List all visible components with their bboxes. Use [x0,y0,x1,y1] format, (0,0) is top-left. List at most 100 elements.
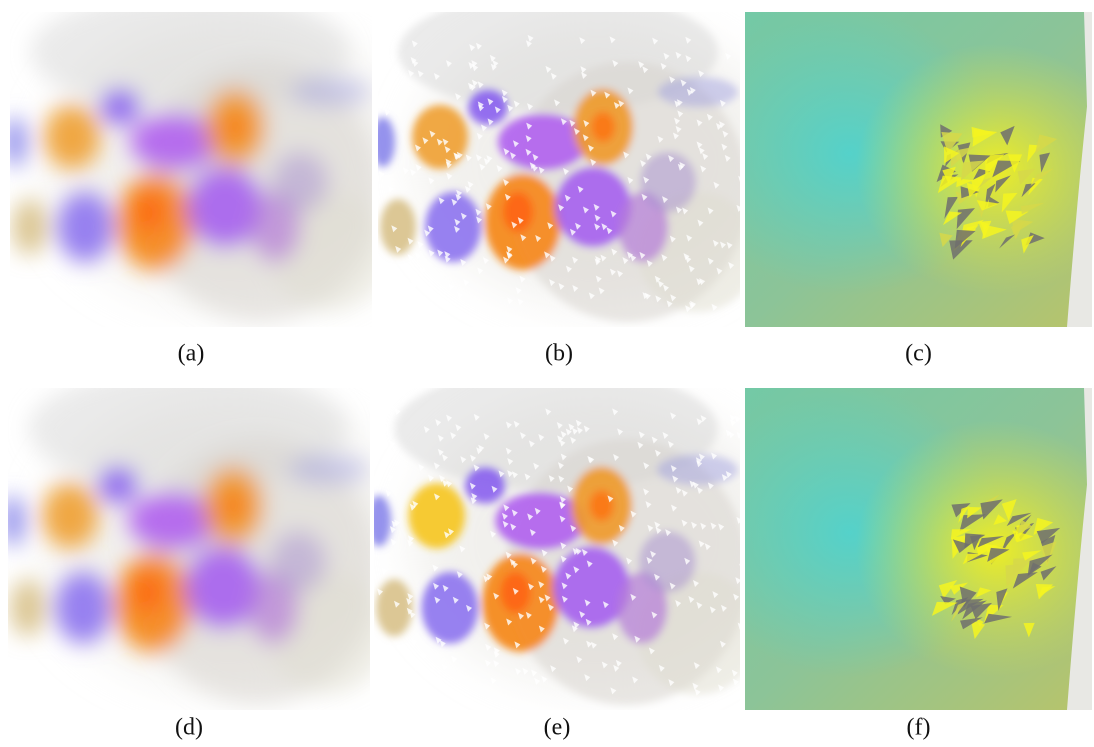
fragment [419,300,425,307]
fragment [485,660,491,667]
fragment [507,297,513,304]
feature-blob [591,112,615,142]
fragment [463,279,469,286]
caption: (c) [905,341,932,367]
feature-blob [367,495,391,546]
feature-blob [221,490,245,521]
fragment [379,171,385,178]
fragment [534,678,540,685]
fragment [411,639,417,646]
feature-blob [589,490,613,521]
fragment [420,267,426,274]
fragment [384,455,390,462]
fragment [730,419,736,426]
fragment [389,440,395,447]
feature-blob [658,77,738,107]
panel-image [745,388,1092,710]
fragment [379,266,385,273]
caption: (b) [545,341,573,367]
fragment [457,292,463,299]
feature-blob [288,454,368,485]
fragment [737,432,743,439]
blobs [371,0,758,322]
fragment [439,300,445,307]
fragment [386,690,392,697]
fragment [460,259,466,266]
yellow-region [745,12,1092,327]
fragment [413,683,419,690]
fragment [442,664,448,671]
fragment [387,474,393,481]
blobs [367,368,758,705]
fragment [403,167,409,174]
fragment [394,303,400,310]
fragment [381,568,387,575]
fragment [412,296,418,303]
feature-blob [640,152,696,212]
fragment [375,638,381,645]
feature-blob [10,579,46,636]
feature-blob [272,152,328,212]
feature-blob [135,192,165,232]
feature-blob [371,117,395,167]
fragment [386,490,392,497]
fragment [411,656,417,663]
caption: (f) [907,715,931,741]
fragment [491,677,497,684]
feature-blob [223,112,247,142]
fragment [417,241,423,248]
feature-blob [55,572,111,644]
feature-blob [380,199,416,255]
feature-blob [12,199,48,255]
feature-blob [270,531,326,592]
fragment [390,526,396,533]
fragment [395,660,401,667]
fragment [383,50,389,57]
caption: (d) [175,715,203,741]
yellow-region [745,388,1092,710]
feature-blob [412,105,468,169]
panel-image [371,0,778,322]
panel-image [3,0,410,322]
fragment [418,464,424,471]
fragment [384,285,390,292]
fragment [415,252,421,259]
feature-blob [408,483,465,548]
caption: (a) [178,341,205,367]
fragment [725,53,731,60]
caption: (e) [544,715,571,741]
panel-image [367,368,778,705]
fragment [405,292,411,299]
fragment [388,186,394,193]
fragment [383,42,389,49]
fragment [377,446,383,453]
feature-blob [100,89,140,125]
panel-image [1,368,408,705]
fragment [734,415,740,422]
feature-blob [57,192,113,262]
fragment [518,298,524,305]
blobs [1,368,388,705]
fragment [451,656,457,663]
figure: (a) (b) (c) (d) (e) (f) [0,0,1094,747]
fragment [391,539,397,546]
feature-blob [42,483,98,548]
feature-blob [376,579,412,636]
fragment [384,109,390,116]
fragment [413,664,419,671]
feature-blob [44,105,100,169]
fragment [410,169,416,176]
feature-blob [133,572,163,613]
feature-blob [98,467,138,504]
fragment [437,677,443,684]
feature-blob [1,495,25,546]
fragment [408,254,414,261]
fragment [383,443,389,450]
fragment [420,652,426,659]
fragment [739,564,745,571]
blobs [3,0,390,322]
feature-blob [3,117,27,167]
feature-blob [290,77,370,107]
panel-image [745,12,1092,327]
fragment [448,284,454,291]
